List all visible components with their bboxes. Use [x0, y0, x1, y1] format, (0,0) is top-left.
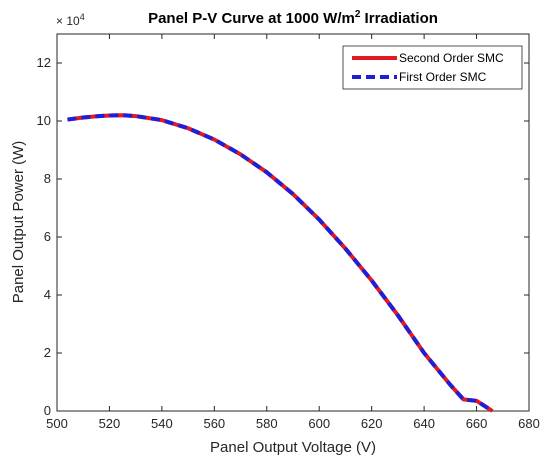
- y-axis-label: Panel Output Power (W): [10, 141, 27, 304]
- y-tick-label: 12: [37, 55, 51, 70]
- x-tick-label: 600: [308, 416, 330, 431]
- y-tick-label: 10: [37, 113, 51, 128]
- x-tick-label: 560: [203, 416, 225, 431]
- y-multiplier-exponent: 4: [80, 12, 85, 22]
- x-tick-label: 640: [413, 416, 435, 431]
- legend-box: [342, 45, 523, 90]
- x-tick-label: 540: [151, 416, 173, 431]
- chart-title-suffix: Irradiation: [360, 10, 438, 27]
- x-axis-label: Panel Output Voltage (V): [210, 439, 376, 456]
- x-tick-label: 580: [256, 416, 278, 431]
- x-tick-label: 500: [46, 416, 68, 431]
- axis-ticks: 500 520 540 560 580 600 620 640 660 680 0 2 4 6 8 10 12: [37, 34, 540, 431]
- y-tick-label: 2: [44, 345, 51, 360]
- y-tick-label: 0: [44, 403, 51, 418]
- chart-title-superscript: 2: [355, 9, 361, 20]
- y-tick-label: 6: [44, 229, 51, 244]
- y-multiplier-base: × 10: [56, 14, 80, 28]
- x-tick-label: 660: [466, 416, 488, 431]
- plot-area: [56, 33, 530, 412]
- x-tick-label: 520: [99, 416, 121, 431]
- chart-title-prefix: Panel P-V Curve at 1000 W/m: [148, 10, 355, 27]
- y-multiplier: × 104: [56, 12, 85, 28]
- legend: Second Order SMC First Order SMC: [342, 45, 523, 90]
- y-tick-label: 8: [44, 171, 51, 186]
- legend-label-first-order: First Order SMC: [399, 70, 487, 84]
- series-layer: [67, 113, 494, 413]
- chart-title: Panel P-V Curve at 1000 W/m2 Irradiation: [148, 9, 438, 27]
- series-line-first-order-smc: [67, 113, 494, 413]
- legend-label-second-order: Second Order SMC: [399, 51, 504, 65]
- y-tick-label: 4: [44, 287, 51, 302]
- x-tick-label: 680: [518, 416, 540, 431]
- x-tick-label: 620: [361, 416, 383, 431]
